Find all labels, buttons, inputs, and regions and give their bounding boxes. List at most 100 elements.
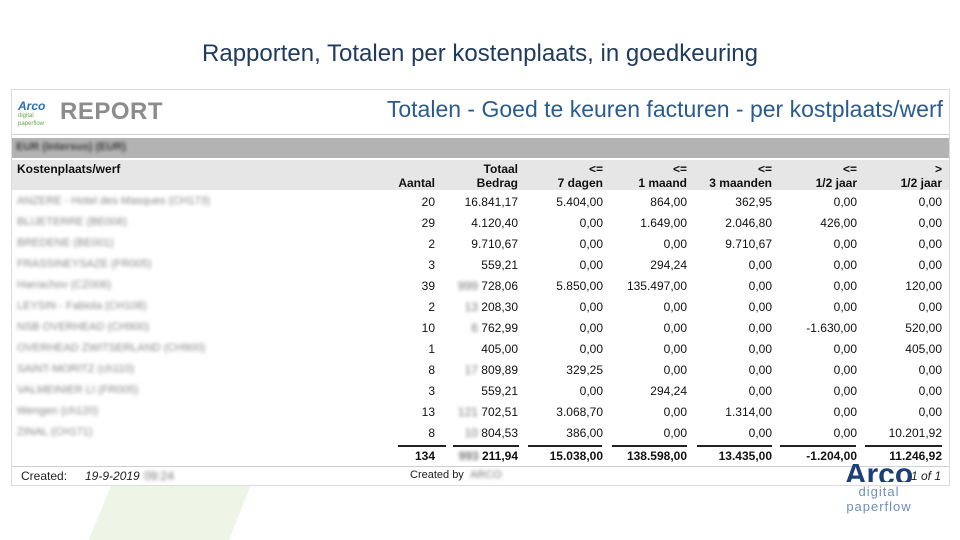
report-header: Arco digital paperflow REPORT Totalen - … (12, 90, 949, 135)
cell-1maand: 0,00 (663, 321, 687, 335)
cell-halfjaar: 0,00 (833, 342, 857, 356)
cell-halfjaar: 0,00 (833, 363, 857, 377)
col-header-3maanden: <= 3 maanden (709, 162, 772, 190)
background-stripe (88, 485, 252, 540)
cell-bedrag: 559,21 (481, 384, 518, 398)
total-halfjaar: -1.204,00 (806, 449, 857, 463)
row-kostenplaats-name: FRASSINEYSAZE (FR005) (17, 258, 152, 270)
table-row: LEYSIN - Fabiola (CH108) 2 13 208,30 0,00 0,… (12, 296, 949, 317)
cell-aantal: 8 (428, 426, 435, 440)
sum-line (398, 445, 446, 447)
table-row: BREDENE (BE001) 2 9.710,67 0,00 0,00 9.710,6… (12, 233, 949, 254)
cell-7dagen: 5.850,00 (556, 279, 603, 293)
cell-aantal: 1 (428, 342, 435, 356)
cell-1maand: 294,24 (650, 384, 687, 398)
cell-meer-halfjaar: 0,00 (918, 363, 942, 377)
cell-halfjaar: 0,00 (833, 384, 857, 398)
cell-3maanden: 2.046,80 (725, 216, 772, 230)
cell-halfjaar: 0,00 (833, 300, 857, 314)
col-header-7dagen: <= 7 dagen (557, 162, 603, 190)
cell-meer-halfjaar: 10.201,92 (888, 426, 942, 440)
total-7dagen: 15.038,00 (549, 449, 603, 463)
table-header: Kostenplaats/werf Aantal Totaal Bedrag <=… (12, 160, 949, 190)
cell-bedrag: 6 762,99 (471, 321, 518, 335)
cell-aantal: 20 (421, 195, 435, 209)
total-aantal: 134 (414, 449, 435, 463)
total-3maanden: 13.435,00 (718, 449, 772, 463)
cell-3maanden: 0,00 (748, 342, 772, 356)
col-header-kostenplaats: Kostenplaats/werf (17, 162, 121, 176)
created-date: 19-9-2019 (85, 469, 140, 483)
cell-1maand: 0,00 (663, 426, 687, 440)
row-kostenplaats-name: BLIJETERRE (BE006) (17, 216, 128, 228)
cell-3maanden: 362,95 (735, 195, 772, 209)
cell-halfjaar: -1.630,00 (806, 321, 857, 335)
created-by-user: ARCO (470, 469, 502, 481)
row-kostenplaats-name: NSB OVERHEAD (CH900) (17, 321, 150, 333)
report-footer: Created: 19-9-2019 09:24 Created by ARCO… (12, 466, 949, 485)
cell-7dagen: 386,00 (566, 426, 603, 440)
cell-meer-halfjaar: 520,00 (905, 321, 942, 335)
cell-3maanden: 0,00 (748, 321, 772, 335)
cell-meer-halfjaar: 0,00 (918, 237, 942, 251)
cell-3maanden: 0,00 (748, 363, 772, 377)
col-header-meer-halfjaar: >1/2 jaar (900, 162, 942, 190)
cell-halfjaar: 0,00 (833, 279, 857, 293)
table-row: ZINAL (CH171) 8 10 804,53 386,00 0,00 0,00 0,0… (12, 422, 949, 443)
cell-1maand: 0,00 (663, 237, 687, 251)
slide-title: Rapporten, Totalen per kostenplaats, in … (202, 40, 758, 67)
cell-3maanden: 1.314,00 (725, 405, 772, 419)
cell-halfjaar: 426,00 (820, 216, 857, 230)
cell-7dagen: 0,00 (579, 258, 603, 272)
sum-line (528, 445, 602, 447)
report-word: REPORT (60, 98, 164, 125)
cell-halfjaar: 0,00 (833, 426, 857, 440)
report-screenshot: Arco digital paperflow REPORT Totalen - … (11, 89, 950, 486)
cell-bedrag: 9.710,67 (471, 237, 518, 251)
cell-7dagen: 0,00 (579, 216, 603, 230)
sum-line (780, 445, 856, 447)
cell-aantal: 10 (421, 321, 435, 335)
cell-aantal: 2 (428, 237, 435, 251)
cell-meer-halfjaar: 120,00 (905, 279, 942, 293)
cell-3maanden: 0,00 (748, 258, 772, 272)
cell-bedrag: 10 804,53 (464, 426, 518, 440)
report-logo: Arco digital paperflow (18, 100, 58, 128)
cell-meer-halfjaar: 0,00 (918, 258, 942, 272)
cell-7dagen: 0,00 (579, 342, 603, 356)
cell-7dagen: 3.068,70 (556, 405, 603, 419)
currency-group-bar: EUR (Intersus) (EUR) (12, 138, 949, 158)
cell-3maanden: 0,00 (748, 426, 772, 440)
report-logo-bottom: digital paperflow (18, 113, 45, 127)
created-by-label: Created by (410, 469, 464, 481)
cell-1maand: 1.649,00 (640, 216, 687, 230)
col-header-bedrag: Totaal Bedrag (476, 162, 518, 190)
cell-bedrag: 17 809,89 (464, 363, 518, 377)
brand-tagline: digital paperflow (846, 484, 912, 514)
cell-7dagen: 5.404,00 (556, 195, 603, 209)
cell-halfjaar: 0,00 (833, 237, 857, 251)
cell-7dagen: 0,00 (579, 321, 603, 335)
cell-bedrag: 999 728,06 (457, 279, 518, 293)
row-kostenplaats-name: ZINAL (CH171) (17, 426, 93, 438)
col-header-1maand: <= 1 maand (638, 162, 687, 190)
cell-7dagen: 0,00 (579, 237, 603, 251)
cell-7dagen: 329,25 (566, 363, 603, 377)
cell-bedrag: 4.120,40 (471, 216, 518, 230)
cell-bedrag: 13 208,30 (464, 300, 518, 314)
table-row: VALMEINIER LI (FR005) 3 559,21 0,00 294,24 0… (12, 380, 949, 401)
table-row: ANZERE - Hotel des Masques (CH173) 20 16.… (12, 191, 949, 212)
report-title: Totalen - Goed te keuren facturen - per … (386, 96, 943, 122)
cell-halfjaar: 0,00 (833, 258, 857, 272)
table-row: Wengen (ch120) 13 121 702,51 3.068,70 0,00 1.… (12, 401, 949, 422)
created-time: 09:24 (144, 469, 175, 483)
row-kostenplaats-name: Harrachov (CZ006) (17, 279, 112, 291)
total-bedrag: 993 211,94 (458, 449, 518, 463)
cell-meer-halfjaar: 0,00 (918, 405, 942, 419)
created-label: Created: (21, 469, 68, 483)
cell-7dagen: 0,00 (579, 300, 603, 314)
currency-group-label: EUR (Intersus) (EUR) (16, 141, 127, 153)
row-kostenplaats-name: LEYSIN - Fabiola (CH108) (17, 300, 147, 312)
sum-line (865, 445, 942, 447)
table-row: NSB OVERHEAD (CH900) 10 6 762,99 0,00 0,00 0,… (12, 317, 949, 338)
